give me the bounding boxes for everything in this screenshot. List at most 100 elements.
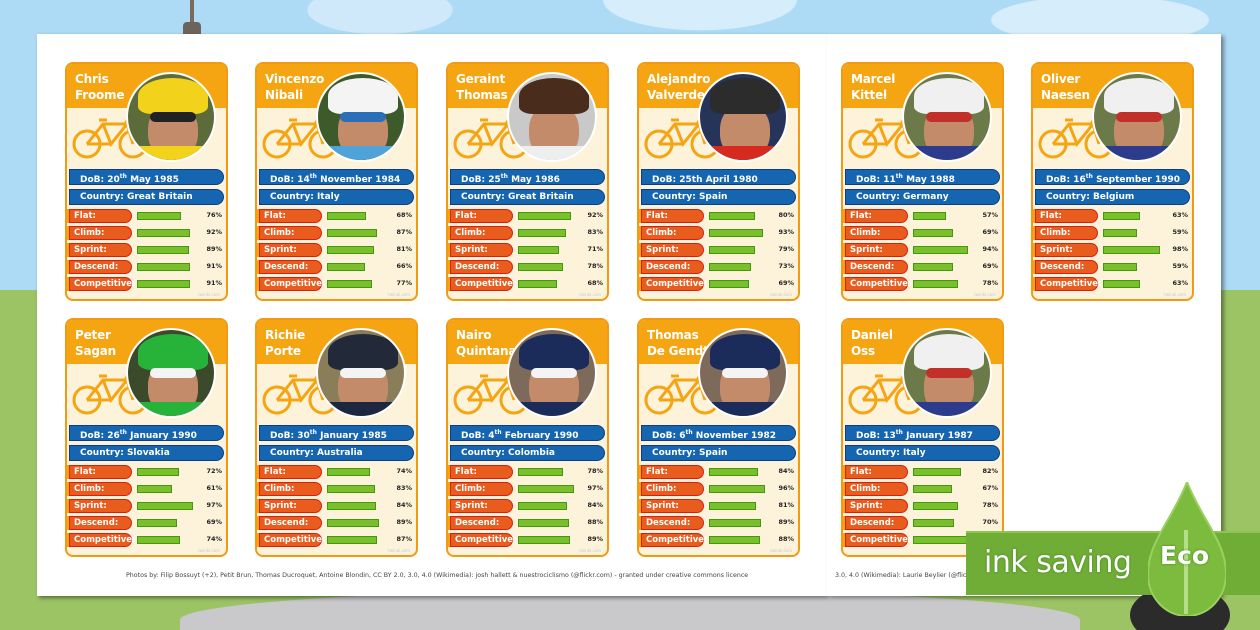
stat-label: Competitive:	[259, 277, 325, 291]
stat-value: 66%	[396, 262, 412, 270]
stat-value: 81%	[778, 501, 794, 509]
rider-card: Oliver Naesen DoB: 16th September 1990 C…	[1031, 62, 1194, 301]
stat-value: 92%	[587, 211, 603, 219]
stat-bar	[518, 263, 563, 271]
stat-bar	[327, 229, 377, 237]
stat-label: Competitive:	[845, 533, 911, 547]
rider-last-name: Sagan	[75, 344, 116, 358]
country-badge: Country: Colombia	[450, 445, 605, 461]
stat-row: Competitive: 91%	[67, 277, 226, 292]
stat-value: 92%	[206, 228, 222, 236]
dob-badge: DoB: 11th May 1988	[845, 169, 1000, 185]
rider-photo	[698, 72, 788, 162]
stat-bar	[137, 280, 190, 288]
stat-value: 78%	[982, 279, 998, 287]
stat-bar	[1103, 280, 1140, 288]
dob-badge: DoB: 13th January 1987	[845, 425, 1000, 441]
stat-row: Competitive: 77%	[257, 277, 416, 292]
stat-row: Flat: 80%	[639, 209, 798, 224]
stat-label: Competitive:	[450, 277, 516, 291]
rider-last-name: Porte	[265, 344, 301, 358]
stat-value: 81%	[396, 245, 412, 253]
stat-row: Flat: 72%	[67, 465, 226, 480]
rider-photo	[126, 72, 216, 162]
country-badge: Country: Spain	[641, 445, 796, 461]
stat-value: 59%	[1172, 262, 1188, 270]
rider-photo	[507, 72, 597, 162]
stat-value: 91%	[206, 279, 222, 287]
stat-label: Climb:	[259, 226, 322, 240]
stat-row: Sprint: 84%	[448, 499, 607, 514]
stat-label: Climb:	[845, 226, 908, 240]
stat-row: Sprint: 94%	[843, 243, 1002, 258]
stat-label: Descend:	[450, 260, 513, 274]
stat-label: Competitive:	[641, 277, 707, 291]
stat-bar	[137, 485, 172, 493]
stat-bar	[913, 485, 952, 493]
stat-value: 70%	[982, 518, 998, 526]
stat-value: 71%	[587, 245, 603, 253]
ink-saving-label: ink saving	[984, 545, 1132, 580]
dob-badge: DoB: 26th January 1990	[69, 425, 224, 441]
country-badge: Country: Great Britain	[69, 189, 224, 205]
stat-value: 89%	[206, 245, 222, 253]
stat-label: Climb:	[450, 226, 513, 240]
stat-label: Flat:	[845, 209, 908, 223]
stat-bar	[709, 263, 751, 271]
rider-name: Oliver Naesen	[1041, 71, 1111, 103]
stat-label: Descend:	[69, 516, 132, 530]
rider-first-name: Vincenzo	[265, 72, 325, 86]
stat-value: 89%	[396, 518, 412, 526]
stat-label: Climb:	[1035, 226, 1098, 240]
stat-bar	[518, 468, 563, 476]
stat-row: Competitive: 68%	[448, 277, 607, 292]
stat-label: Competitive:	[845, 277, 911, 291]
stat-bar	[327, 536, 377, 544]
stat-bar	[137, 229, 190, 237]
dob-badge: DoB: 25th May 1986	[450, 169, 605, 185]
rider-last-name: Valverde	[647, 88, 705, 102]
stat-label: Sprint:	[845, 499, 908, 513]
stat-value: 83%	[587, 228, 603, 236]
stat-value: 72%	[206, 467, 222, 475]
stat-row: Climb: 93%	[639, 226, 798, 241]
stat-row: Flat: 57%	[843, 209, 1002, 224]
rider-first-name: Marcel	[851, 72, 896, 86]
stat-label: Flat:	[259, 209, 322, 223]
stat-row: Competitive: 63%	[1033, 277, 1192, 292]
eco-drop-icon	[1148, 482, 1226, 616]
stat-row: Flat: 76%	[67, 209, 226, 224]
stat-row: Competitive: 78%	[843, 277, 1002, 292]
stat-row: Competitive:	[843, 533, 1002, 548]
stat-value: 88%	[587, 518, 603, 526]
tower-icon	[183, 0, 201, 36]
stat-value: 77%	[396, 279, 412, 287]
stat-label: Flat:	[259, 465, 322, 479]
stat-value: 84%	[396, 501, 412, 509]
country-badge: Country: Italy	[845, 445, 1000, 461]
rider-last-name: Thomas	[456, 88, 508, 102]
dob-badge: DoB: 16th September 1990	[1035, 169, 1190, 185]
stat-row: Competitive: 88%	[639, 533, 798, 548]
rider-card: Alejandro Valverde DoB: 25th April 1980 …	[637, 62, 800, 301]
stat-value: 69%	[778, 279, 794, 287]
stat-bar	[1103, 212, 1140, 220]
stat-row: Competitive: 69%	[639, 277, 798, 292]
stat-row: Competitive: 89%	[448, 533, 607, 548]
stat-label: Flat:	[641, 465, 704, 479]
stat-value: 97%	[206, 501, 222, 509]
stat-bar	[518, 536, 570, 544]
watermark: twinkl.com	[579, 292, 601, 297]
watermark: twinkl.com	[579, 548, 601, 553]
stat-row: Climb: 59%	[1033, 226, 1192, 241]
watermark: twinkl.com	[974, 292, 996, 297]
stat-row: Climb: 69%	[843, 226, 1002, 241]
stat-value: 68%	[587, 279, 603, 287]
stat-bar	[709, 502, 756, 510]
stat-value: 94%	[982, 245, 998, 253]
stat-label: Climb:	[259, 482, 322, 496]
stat-value: 76%	[206, 211, 222, 219]
stat-value: 82%	[982, 467, 998, 475]
rider-card: Thomas De Gendt DoB: 6th November 1982 C…	[637, 318, 800, 557]
stat-bar	[913, 263, 953, 271]
